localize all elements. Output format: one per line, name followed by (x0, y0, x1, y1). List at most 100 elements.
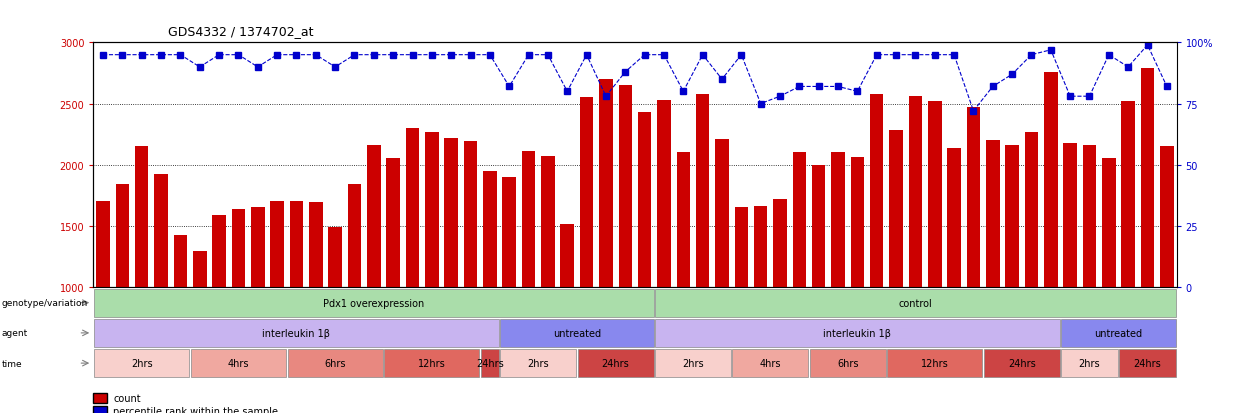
Bar (812, 165, 825, 287)
Bar (715, 140, 728, 287)
Text: percentile rank within the sample: percentile rank within the sample (113, 406, 279, 413)
Bar (95, 349, 189, 377)
Bar (95, 289, 654, 317)
Text: 12hrs: 12hrs (921, 358, 949, 368)
Bar (984, 349, 1059, 377)
Text: agent: agent (1, 329, 27, 337)
Bar (1140, 69, 1154, 287)
Bar (1025, 132, 1038, 287)
Bar (619, 86, 632, 287)
Bar (329, 227, 342, 287)
Bar (190, 349, 286, 377)
Text: Pdx1 overexpression: Pdx1 overexpression (324, 298, 425, 308)
Bar (947, 148, 961, 287)
Bar (1119, 349, 1175, 377)
Bar (909, 97, 923, 287)
Bar (96, 202, 110, 287)
Text: count: count (113, 393, 141, 403)
Text: time: time (1, 359, 22, 368)
Text: interleukin 1β: interleukin 1β (823, 328, 891, 338)
Bar (928, 102, 941, 287)
Bar (793, 153, 806, 287)
Bar (870, 95, 884, 287)
Bar (347, 185, 361, 287)
Text: 4hrs: 4hrs (228, 358, 249, 368)
Bar (657, 101, 671, 287)
Bar (560, 225, 574, 287)
Bar (464, 142, 477, 287)
Bar (116, 185, 129, 287)
Bar (1063, 143, 1077, 287)
Text: interleukin 1β: interleukin 1β (263, 328, 330, 338)
Bar (481, 349, 499, 377)
Bar (599, 80, 613, 287)
Text: control: control (899, 298, 933, 308)
Bar (309, 203, 322, 287)
Text: 24hrs: 24hrs (1134, 358, 1162, 368)
Bar (655, 289, 1175, 317)
Bar (134, 147, 148, 287)
Bar (832, 153, 845, 287)
Bar (1122, 102, 1135, 287)
Bar (503, 178, 515, 287)
Text: untreated: untreated (1094, 328, 1143, 338)
Bar (676, 153, 690, 287)
Bar (966, 108, 980, 287)
Text: 2hrs: 2hrs (682, 358, 703, 368)
Bar (385, 349, 479, 377)
Bar (696, 95, 710, 287)
Text: 2hrs: 2hrs (131, 358, 153, 368)
Text: 2hrs: 2hrs (528, 358, 549, 368)
Bar (500, 319, 654, 347)
Bar (483, 171, 497, 287)
Bar (732, 349, 808, 377)
Bar (637, 113, 651, 287)
Bar (232, 209, 245, 287)
Bar (735, 208, 748, 287)
Bar (1061, 349, 1118, 377)
Bar (173, 236, 187, 287)
Text: 2hrs: 2hrs (1078, 358, 1101, 368)
Bar (406, 128, 420, 287)
Bar (251, 208, 264, 287)
Bar (655, 319, 1059, 347)
Bar (1083, 146, 1097, 287)
Bar (95, 319, 499, 347)
Bar (542, 157, 555, 287)
Bar (888, 349, 982, 377)
Text: GDS4332 / 1374702_at: GDS4332 / 1374702_at (168, 26, 314, 38)
Bar (500, 349, 576, 377)
Bar (754, 206, 767, 287)
Text: 12hrs: 12hrs (418, 358, 446, 368)
Bar (213, 215, 225, 287)
Bar (290, 202, 304, 287)
Text: 24hrs: 24hrs (601, 358, 630, 368)
Text: 24hrs: 24hrs (476, 358, 504, 368)
Bar (1160, 147, 1174, 287)
Bar (270, 202, 284, 287)
Bar (655, 349, 731, 377)
Bar (1061, 319, 1175, 347)
Bar (367, 146, 381, 287)
Bar (522, 152, 535, 287)
Bar (1006, 146, 1018, 287)
Bar (444, 138, 458, 287)
Text: 24hrs: 24hrs (1008, 358, 1036, 368)
Bar (386, 159, 400, 287)
Text: 4hrs: 4hrs (759, 358, 781, 368)
Bar (154, 175, 168, 287)
Bar (773, 199, 787, 287)
Bar (578, 349, 654, 377)
Bar (850, 158, 864, 287)
Bar (809, 349, 885, 377)
Bar (889, 131, 903, 287)
Bar (425, 132, 438, 287)
Text: 6hrs: 6hrs (325, 358, 346, 368)
Bar (986, 141, 1000, 287)
Text: untreated: untreated (553, 328, 601, 338)
Text: genotype/variation: genotype/variation (1, 299, 87, 307)
Bar (193, 252, 207, 287)
Bar (288, 349, 382, 377)
Text: 6hrs: 6hrs (837, 358, 859, 368)
Bar (580, 98, 594, 287)
